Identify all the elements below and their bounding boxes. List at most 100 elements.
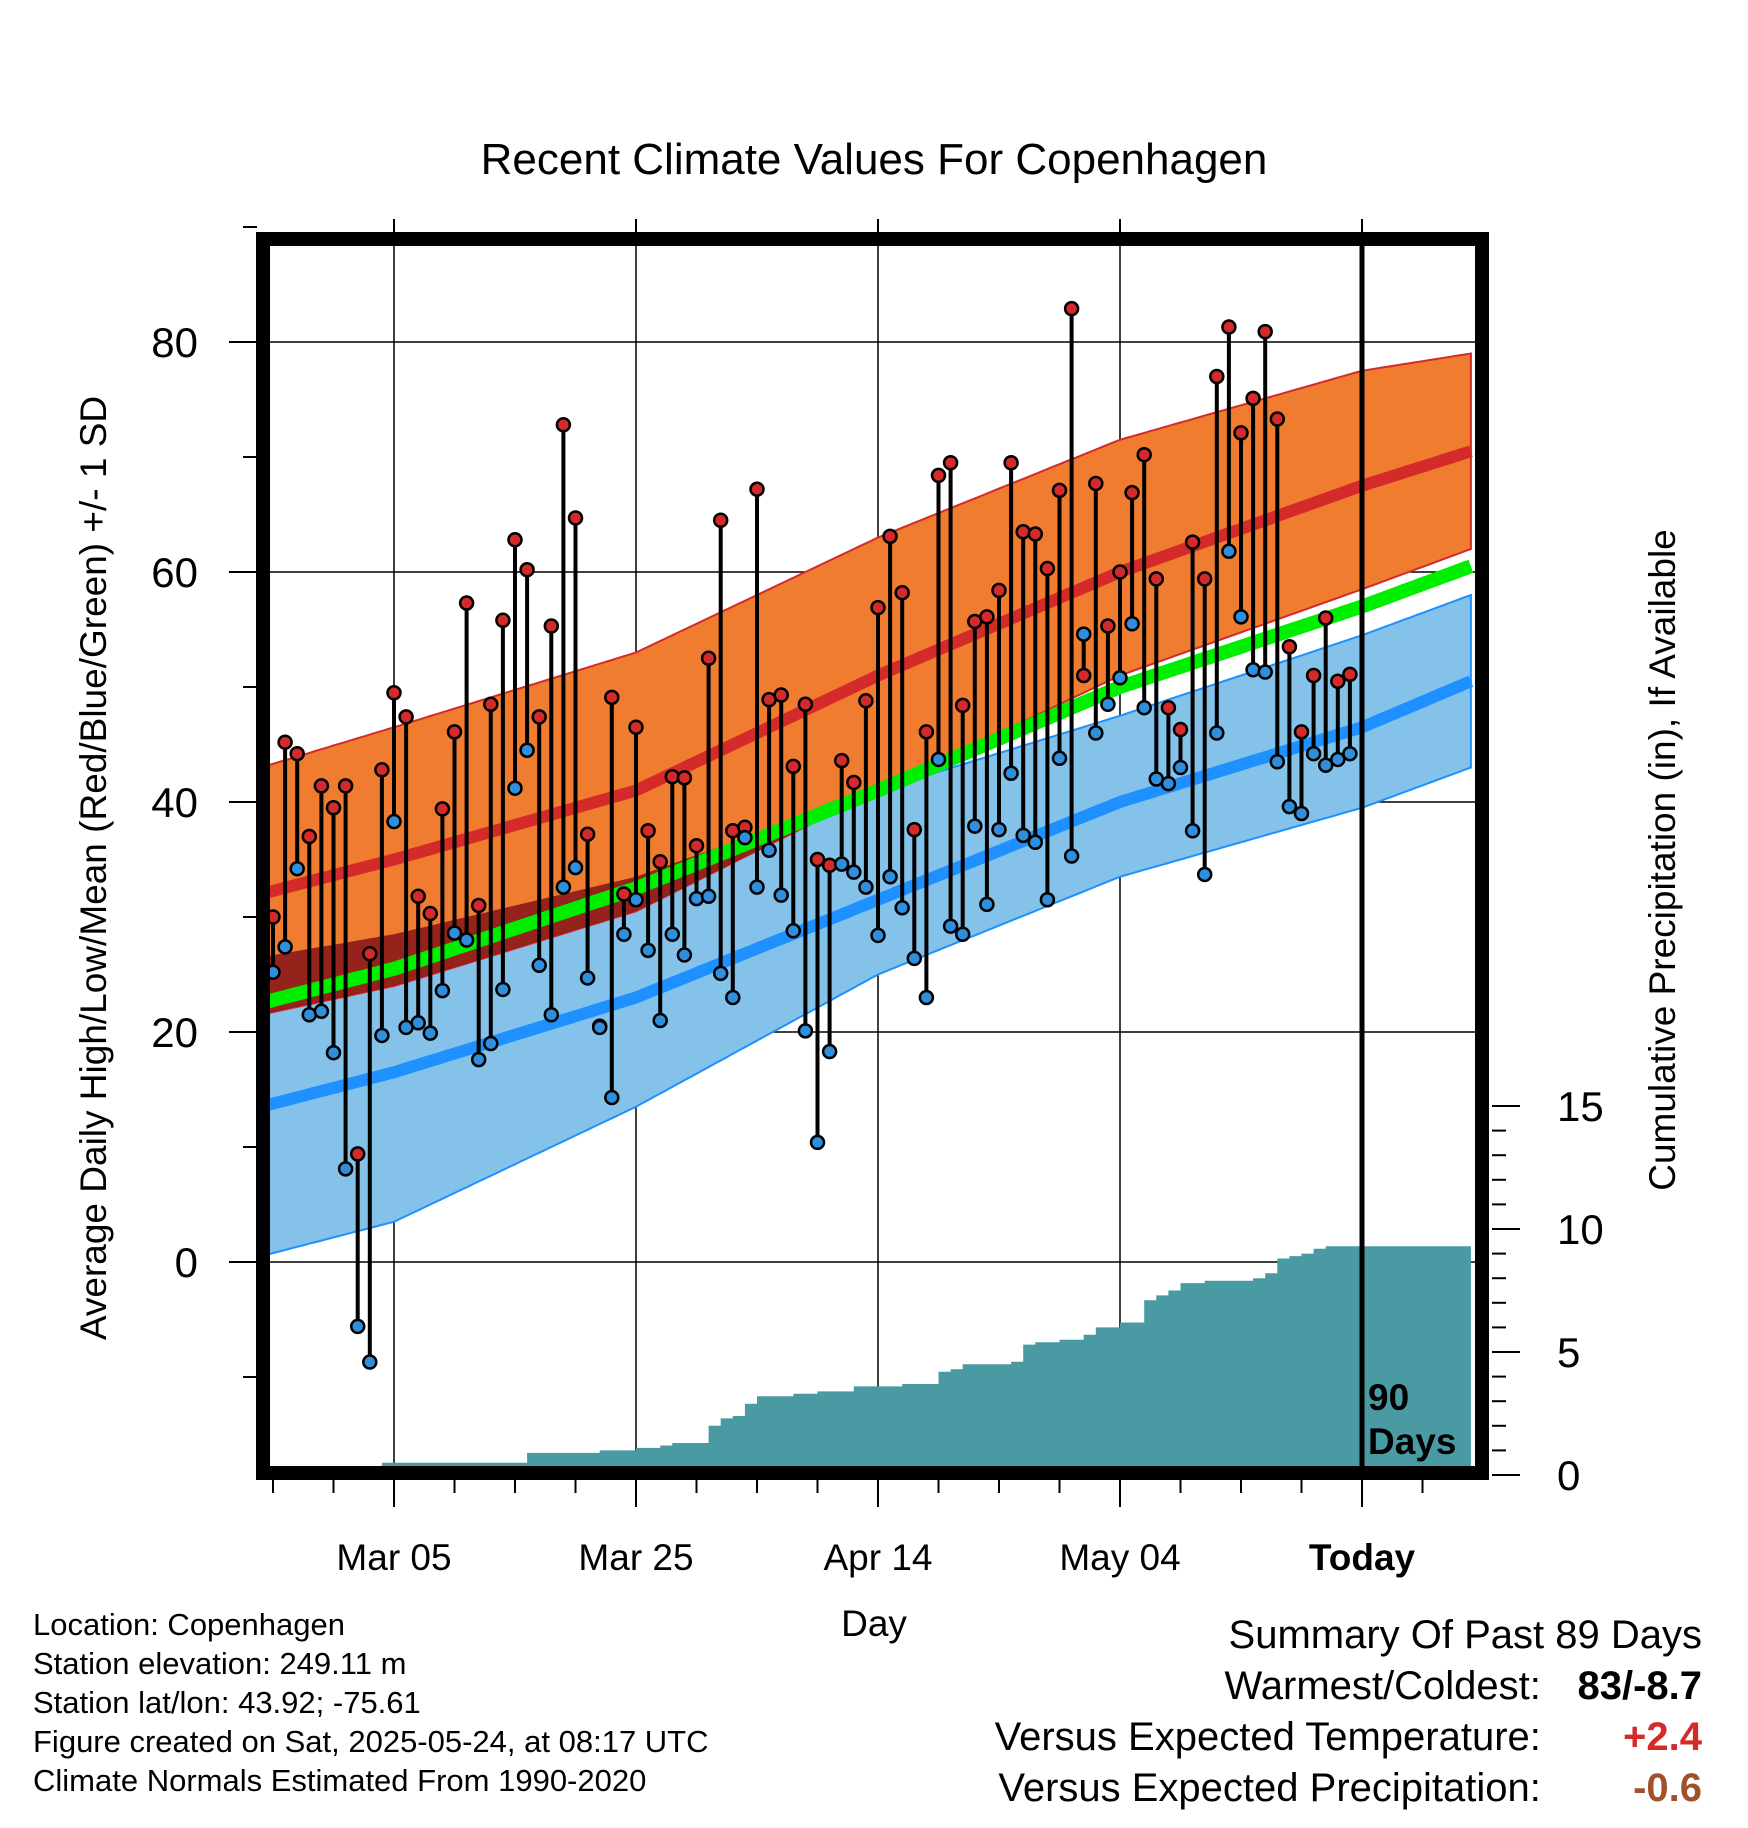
low-point	[1342, 745, 1358, 762]
high-normal-line	[269, 445, 1473, 899]
high-point	[507, 532, 523, 548]
high-point	[1112, 564, 1128, 580]
low-point	[700, 888, 717, 905]
low-point	[1027, 834, 1044, 850]
low-point	[821, 1043, 838, 1060]
low-point	[616, 926, 632, 942]
temp-value: +2.4	[1623, 1715, 1702, 1759]
low-point	[712, 965, 729, 982]
low-point	[470, 1051, 487, 1068]
low-point	[882, 869, 898, 885]
high-point	[1245, 390, 1261, 407]
precip-label: Versus Expected Precipitation:	[998, 1766, 1541, 1810]
high-point	[1172, 721, 1189, 738]
high-point	[458, 595, 475, 611]
latlon-text: Station lat/lon: 43.92; -75.61	[33, 1685, 421, 1720]
high-point	[1269, 411, 1286, 427]
low-point	[942, 918, 959, 934]
low-point	[349, 1318, 366, 1335]
high-point	[362, 946, 378, 962]
high-point	[386, 685, 402, 701]
high-point	[337, 778, 354, 794]
low-point	[362, 1354, 378, 1370]
low-point	[967, 818, 983, 834]
y2-axis-label: Cumulative Precipitation (in), If Availa…	[1642, 529, 1683, 1191]
high-point	[567, 510, 584, 526]
high-point	[604, 689, 620, 706]
high-point	[470, 897, 487, 914]
x-tick-label: Apr 14	[823, 1537, 932, 1578]
high-point	[749, 481, 765, 497]
high-point	[1257, 323, 1273, 340]
high-point	[846, 774, 862, 791]
low-point	[1233, 609, 1249, 625]
y2-tick-label: 5	[1557, 1329, 1580, 1376]
high-point	[289, 745, 305, 762]
high-point	[1136, 446, 1152, 463]
low-point	[325, 1044, 342, 1061]
high-point	[1003, 455, 1019, 471]
low-point	[979, 896, 995, 913]
created-text: Figure created on Sat, 2025-05-24, at 08…	[33, 1724, 709, 1759]
low-point	[846, 864, 862, 880]
high-point	[1317, 610, 1334, 626]
high-point	[1305, 667, 1322, 684]
high-point	[519, 561, 535, 578]
low-point	[918, 989, 935, 1006]
low-point	[374, 1027, 390, 1044]
low-point	[809, 1134, 826, 1151]
low-point	[797, 1023, 814, 1039]
high-point	[785, 758, 802, 775]
low-point	[1305, 745, 1322, 762]
high-point	[894, 584, 910, 601]
high-point	[1209, 368, 1225, 385]
high-point	[833, 752, 850, 769]
high-point	[652, 854, 668, 870]
low-point	[906, 950, 923, 967]
temp-label: Versus Expected Temperature:	[994, 1715, 1541, 1759]
low-point	[1317, 757, 1334, 773]
high-point	[1160, 699, 1177, 716]
high-point	[954, 697, 971, 714]
high-point	[313, 778, 330, 794]
high-point	[930, 467, 947, 484]
high-point	[1148, 571, 1165, 587]
chart-title: Recent Climate Values For Copenhagen	[481, 135, 1268, 184]
warm-cold-label: Warmest/Coldest:	[1224, 1664, 1541, 1708]
low-point	[495, 981, 511, 998]
high-point	[1281, 639, 1298, 655]
location-text: Location: Copenhagen	[33, 1607, 345, 1642]
precip-area	[381, 1246, 1471, 1467]
low-point	[761, 842, 777, 859]
y-tick-label: 20	[151, 1009, 198, 1056]
high-point	[942, 455, 959, 471]
warm-cold-value: 83/-8.7	[1577, 1664, 1702, 1708]
low-point	[289, 860, 305, 877]
low-point	[954, 926, 971, 942]
low-point	[1221, 543, 1237, 560]
low-point	[858, 879, 874, 895]
low-point	[1124, 616, 1140, 632]
high-point	[495, 612, 511, 629]
high-point	[269, 909, 281, 925]
high-point	[1124, 484, 1140, 501]
high-point	[979, 609, 995, 625]
low-point	[664, 926, 681, 942]
low-point	[1269, 754, 1286, 770]
summary-temp: Versus Expected Temperature: +2.4	[995, 1712, 1702, 1763]
high-point	[410, 888, 426, 905]
elevation-text: Station elevation: 249.11 m	[33, 1646, 407, 1681]
high-point	[398, 709, 414, 725]
high-point	[1196, 571, 1213, 587]
low-point	[1088, 725, 1104, 741]
low-point	[1136, 699, 1152, 716]
y-tick-label: 0	[175, 1239, 198, 1286]
low-point	[894, 900, 910, 916]
high-point	[676, 770, 693, 786]
low-point	[1257, 664, 1273, 680]
low-point	[1039, 892, 1056, 908]
low-point	[483, 1035, 499, 1052]
low-point	[422, 1025, 439, 1041]
